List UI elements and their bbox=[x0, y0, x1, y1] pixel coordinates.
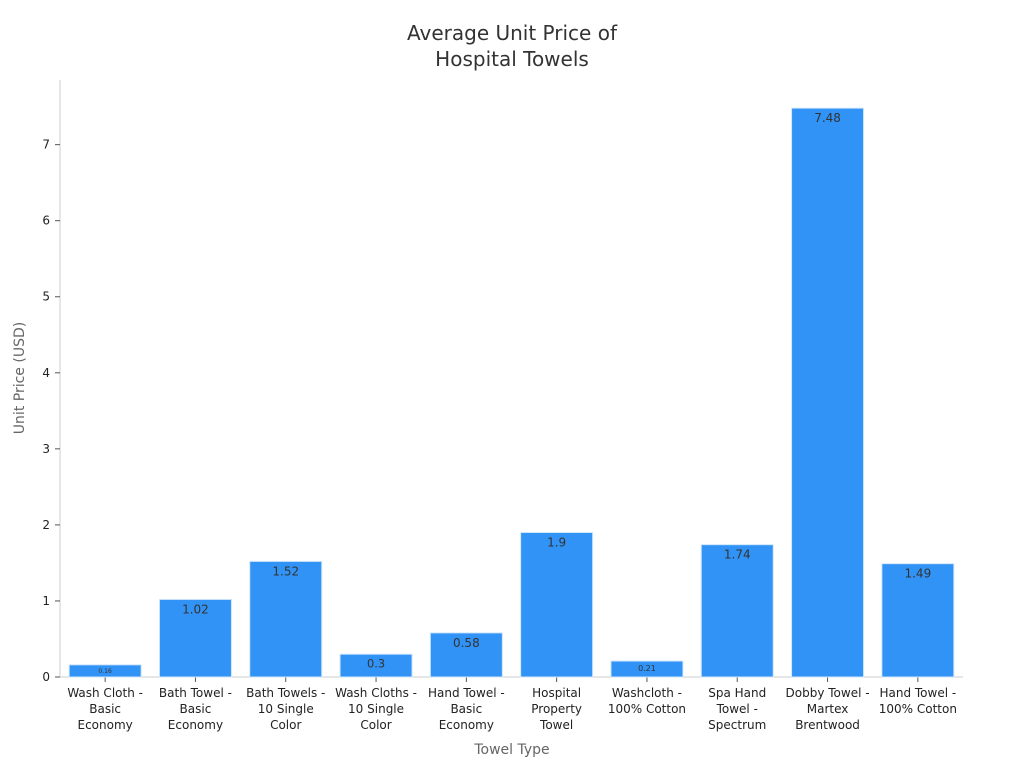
x-tick-label: Wash Cloth - Basic Economy bbox=[67, 686, 143, 732]
bar bbox=[429, 632, 503, 678]
y-tick-label: 1 bbox=[42, 594, 50, 608]
y-tick-label: 3 bbox=[42, 442, 50, 456]
data-label: 1.52 bbox=[272, 564, 299, 578]
y-tick-label: 2 bbox=[42, 518, 50, 532]
data-label: 7.48 bbox=[814, 111, 841, 125]
bar bbox=[249, 560, 323, 678]
x-tick-label: Washcloth - 100% Cotton bbox=[607, 686, 687, 716]
data-label: 1.49 bbox=[904, 567, 931, 581]
data-label: 0.21 bbox=[638, 664, 656, 673]
data-label: 0.16 bbox=[98, 668, 112, 675]
bar bbox=[520, 532, 594, 678]
bar bbox=[610, 660, 684, 678]
y-tick-label: 4 bbox=[42, 366, 50, 380]
y-tick-label: 5 bbox=[42, 290, 50, 304]
x-tick-label: Spa Hand Towel - Spectrum bbox=[708, 686, 767, 732]
data-label: 1.02 bbox=[182, 602, 209, 616]
bar bbox=[339, 653, 413, 678]
data-label: 0.3 bbox=[367, 657, 385, 671]
bar bbox=[881, 563, 955, 678]
data-label: 1.74 bbox=[724, 548, 751, 562]
x-tick-label: Wash Cloths - 10 Single Color bbox=[335, 686, 417, 732]
x-axis-title: Towel Type bbox=[474, 742, 550, 758]
x-tick-label: Hospital Property Towel bbox=[531, 686, 583, 732]
data-label: 1.9 bbox=[547, 536, 566, 550]
x-tick-label: Bath Towels - 10 Single Color bbox=[246, 686, 326, 732]
bar bbox=[158, 598, 232, 678]
x-tick-label: Hand Towel - 100% Cotton bbox=[878, 686, 957, 716]
x-tick-label: Dobby Towel - Martex Brentwood bbox=[785, 686, 870, 732]
x-tick-label: Bath Towel - Basic Economy bbox=[158, 686, 232, 732]
x-tick-label: Hand Towel - Basic Economy bbox=[427, 686, 505, 732]
data-label: 0.58 bbox=[453, 636, 480, 650]
y-tick-label: 0 bbox=[42, 670, 50, 684]
chart-title: Average Unit Price of Hospital Towels bbox=[407, 21, 617, 71]
bar bbox=[791, 107, 865, 678]
bar bbox=[700, 544, 774, 678]
y-tick-label: 7 bbox=[42, 138, 50, 152]
y-axis-title: Unit Price (USD) bbox=[12, 322, 28, 434]
y-tick-label: 6 bbox=[42, 214, 50, 228]
bar bbox=[68, 664, 142, 678]
